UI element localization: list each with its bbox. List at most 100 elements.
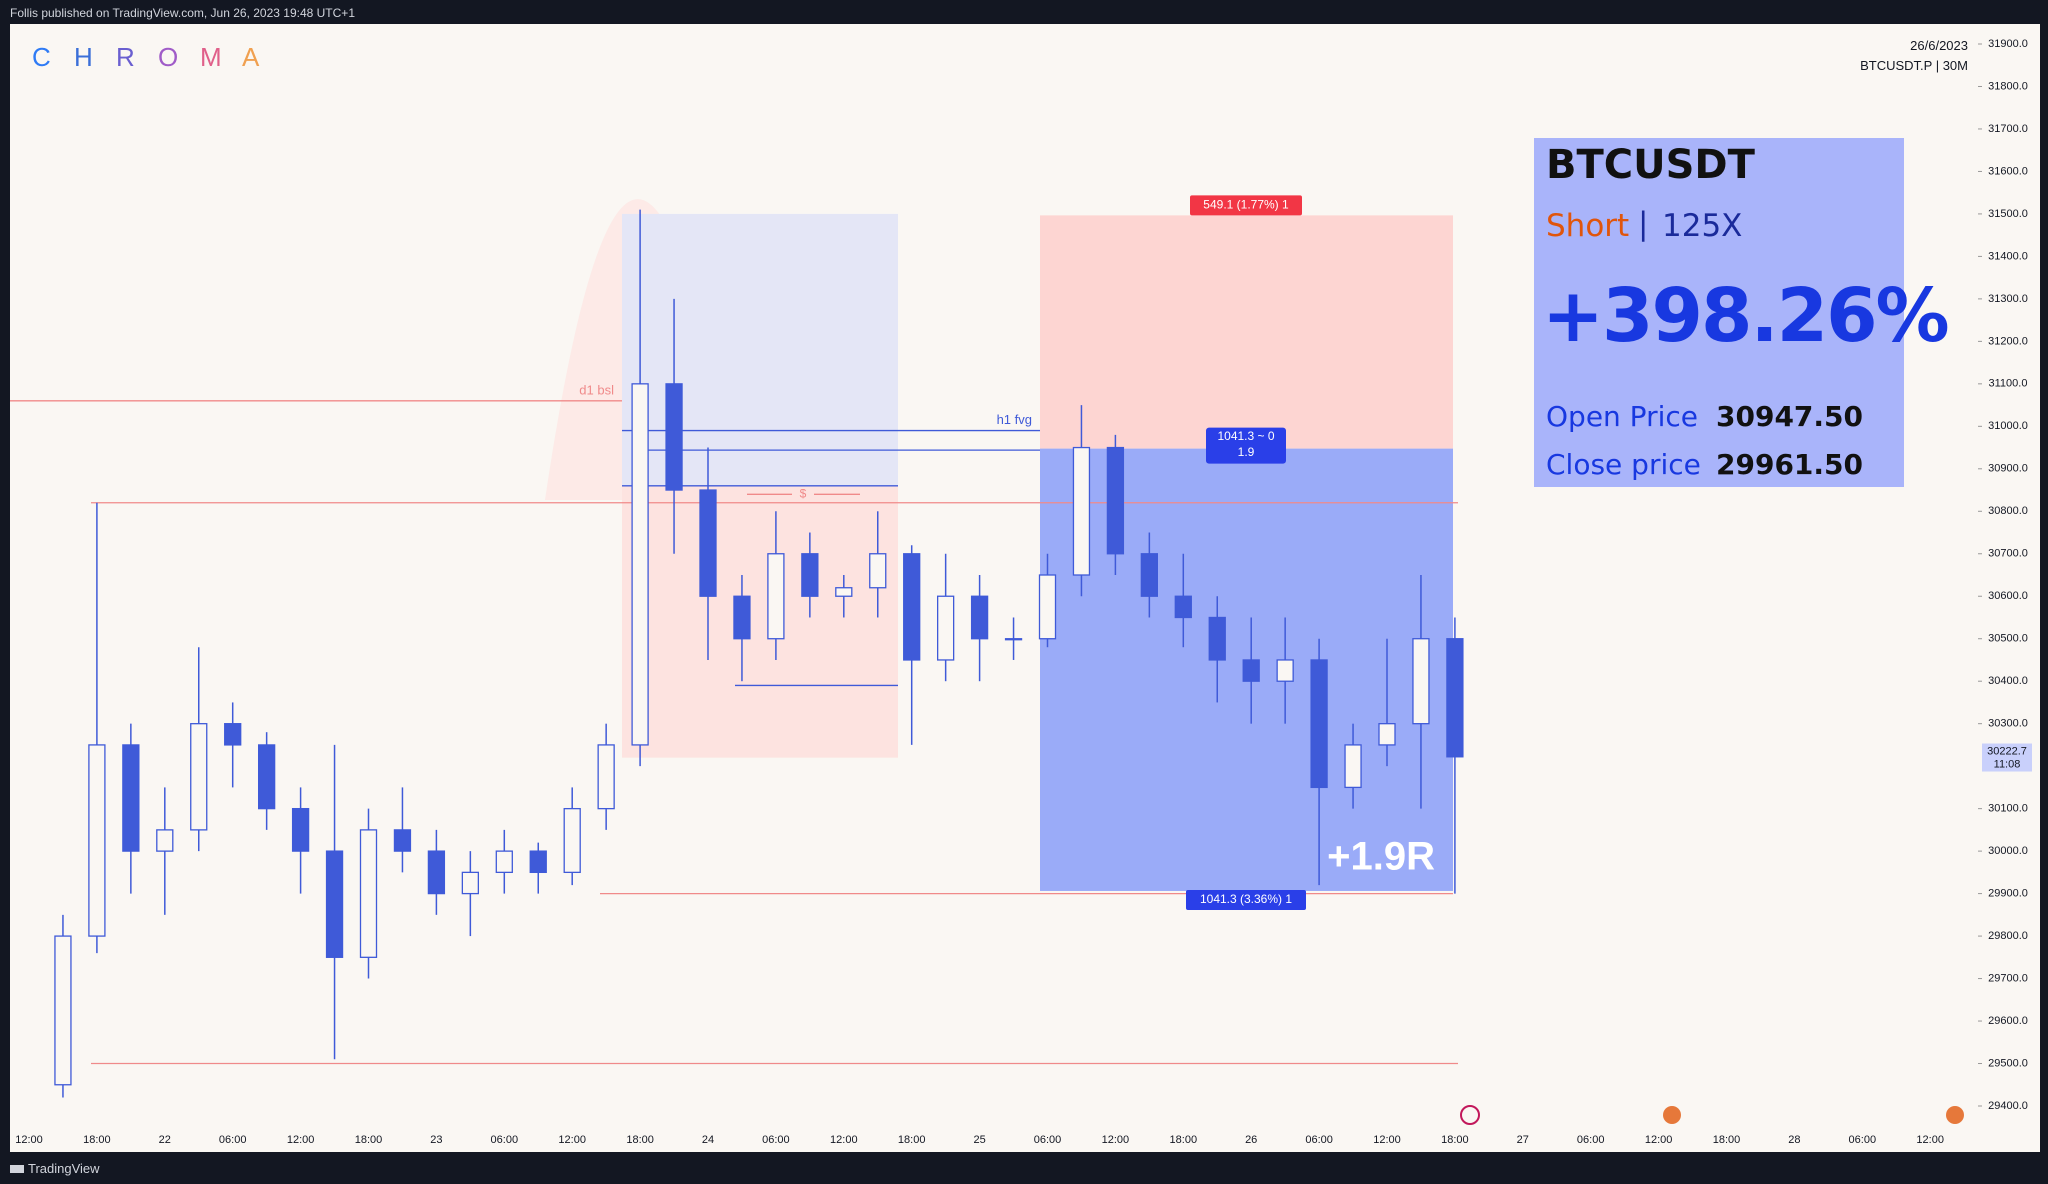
y-tick-label: 31500.0 <box>1988 208 2028 220</box>
x-tick-label: 06:00 <box>762 1134 790 1146</box>
candle-body <box>563 807 581 874</box>
x-tick-label: 18:00 <box>1713 1134 1741 1146</box>
candle-body <box>970 595 989 640</box>
candle-body <box>427 850 446 895</box>
x-tick-label: 18:00 <box>83 1134 111 1146</box>
x-tick-label: 06:00 <box>1849 1134 1877 1146</box>
candle-body <box>1174 595 1192 619</box>
event-icon <box>1946 1106 1964 1124</box>
candle-body <box>393 829 412 852</box>
y-tick-label: 29900.0 <box>1988 888 2028 900</box>
x-tick-label: 06:00 <box>1577 1134 1605 1146</box>
level-label: $ <box>800 486 807 500</box>
result-label: +1.9R <box>1327 835 1435 879</box>
x-tick-label: 18:00 <box>898 1134 926 1146</box>
logo-letter: H <box>74 42 93 72</box>
y-tick-label: 29400.0 <box>1988 1100 2028 1112</box>
logo-letter: O <box>158 42 179 72</box>
last-price: 30222.7 <box>1987 745 2027 757</box>
stop-label: 549.1 (1.77%) 1 <box>1203 198 1289 212</box>
candle-body <box>122 744 140 852</box>
candle-body <box>529 850 547 874</box>
candle-body <box>495 850 513 874</box>
stop-label-box <box>1190 195 1302 216</box>
y-tick-label: 31200.0 <box>1988 335 2028 347</box>
candle-body <box>801 553 819 597</box>
symbol: BTCUSDT.P | 30M <box>1860 58 1968 73</box>
event-icon <box>1663 1106 1681 1124</box>
x-tick-label: 06:00 <box>491 1134 519 1146</box>
y-tick-label: 31300.0 <box>1988 293 2028 305</box>
y-tick-label: 30400.0 <box>1988 675 2028 687</box>
entry-label: 1.9 <box>1238 445 1255 459</box>
card-pnl: +398.26% <box>1542 273 1950 359</box>
y-tick-label: 30900.0 <box>1988 463 2028 475</box>
candle-body <box>325 850 344 958</box>
y-tick-label: 30500.0 <box>1988 633 2028 645</box>
y-tick-label: 29800.0 <box>1988 930 2028 942</box>
candle-body <box>1412 638 1430 725</box>
x-tick-label: 23 <box>430 1134 442 1146</box>
y-tick-label: 31700.0 <box>1988 123 2028 135</box>
result-card: BTCUSDT Short | 125X +398.26% Open Price… <box>1534 138 1950 487</box>
y-tick-label: 31900.0 <box>1988 38 2028 50</box>
x-tick-label: 26 <box>1245 1134 1257 1146</box>
logo-letter: C <box>32 42 51 72</box>
event-icon <box>1460 1105 1480 1125</box>
card-close-value: 29961.50 <box>1716 448 1864 481</box>
x-tick-label: 18:00 <box>626 1134 654 1146</box>
x-tick-label: 22 <box>159 1134 171 1146</box>
candle-body <box>631 383 649 746</box>
publisher-bar: Follis published on TradingView.com, Jun… <box>10 6 355 20</box>
candle-body <box>1106 446 1125 555</box>
x-tick-label: 18:00 <box>1441 1134 1469 1146</box>
x-tick-label: 24 <box>702 1134 714 1146</box>
x-tick-label: 12:00 <box>558 1134 586 1146</box>
zone <box>622 485 898 758</box>
y-tick-label: 29500.0 <box>1988 1057 2028 1069</box>
candle-body <box>1038 574 1057 640</box>
logo-letter: M <box>200 42 222 72</box>
y-tick-label: 30600.0 <box>1988 590 2028 602</box>
zone <box>622 213 898 486</box>
candle-body <box>359 829 378 958</box>
x-tick-label: 12:00 <box>1645 1134 1673 1146</box>
card-close-label: Close price <box>1546 448 1701 481</box>
x-tick-label: 12:00 <box>287 1134 315 1146</box>
candle-body <box>1344 744 1362 789</box>
y-tick-label: 29700.0 <box>1988 972 2028 984</box>
candle-body <box>1072 446 1091 576</box>
x-tick-label: 25 <box>973 1134 985 1146</box>
candle-body <box>88 744 106 937</box>
x-tick-label: 18:00 <box>355 1134 383 1146</box>
logo-letter: R <box>116 42 135 72</box>
x-tick-label: 06:00 <box>1034 1134 1062 1146</box>
stop-zone <box>1040 215 1453 449</box>
candle-body <box>597 744 615 810</box>
card-open-label: Open Price <box>1546 400 1698 433</box>
symbol-info: 26/6/2023 BTCUSDT.P | 30M <box>1860 36 1968 76</box>
candle-body <box>156 829 174 852</box>
level-label: h1 fvg <box>997 412 1032 427</box>
last-time: 11:08 <box>1994 758 2021 770</box>
target-label: 1041.3 (3.36%) 1 <box>1200 892 1292 906</box>
candle-body <box>1446 638 1464 758</box>
candle-body <box>699 489 717 597</box>
candle-body <box>1208 616 1226 661</box>
candle-body <box>1276 659 1294 682</box>
card-open-value: 30947.50 <box>1716 400 1864 433</box>
y-tick-label: 30100.0 <box>1988 803 2028 815</box>
entry-label: 1041.3 ~ 0 <box>1217 429 1274 443</box>
x-tick-label: 12:00 <box>1373 1134 1401 1146</box>
candle-body <box>291 807 310 852</box>
x-tick-label: 28 <box>1788 1134 1800 1146</box>
x-tick-label: 06:00 <box>219 1134 247 1146</box>
y-tick-label: 30300.0 <box>1988 718 2028 730</box>
card-side: Short <box>1546 208 1630 244</box>
card-leverage: 125X <box>1662 208 1743 244</box>
candle-body <box>224 723 242 746</box>
y-tick-label: 30700.0 <box>1988 548 2028 560</box>
x-tick-label: 06:00 <box>1305 1134 1333 1146</box>
x-tick-label: 27 <box>1517 1134 1529 1146</box>
